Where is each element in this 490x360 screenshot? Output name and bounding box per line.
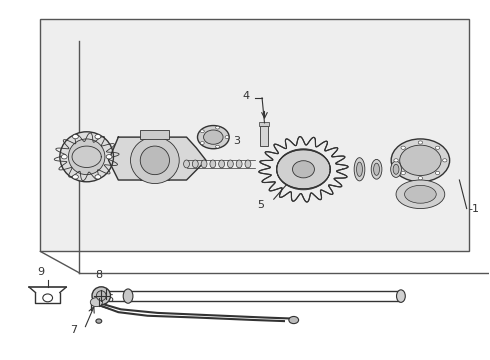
- Ellipse shape: [293, 161, 315, 178]
- Ellipse shape: [123, 289, 133, 303]
- Ellipse shape: [405, 185, 436, 203]
- Ellipse shape: [43, 294, 52, 302]
- Text: 2: 2: [59, 159, 66, 169]
- Text: 8: 8: [95, 270, 102, 280]
- Text: 7: 7: [70, 325, 77, 335]
- Bar: [140, 171, 170, 180]
- Ellipse shape: [357, 162, 363, 176]
- Ellipse shape: [216, 126, 220, 129]
- Ellipse shape: [227, 160, 233, 168]
- Ellipse shape: [354, 158, 365, 181]
- Ellipse shape: [95, 135, 101, 139]
- Ellipse shape: [219, 160, 224, 168]
- Ellipse shape: [193, 160, 198, 168]
- Ellipse shape: [200, 141, 204, 144]
- Ellipse shape: [184, 160, 190, 168]
- Ellipse shape: [436, 146, 440, 149]
- Text: 9: 9: [37, 267, 44, 277]
- Ellipse shape: [106, 155, 112, 159]
- Ellipse shape: [236, 160, 242, 168]
- Ellipse shape: [65, 139, 84, 175]
- Ellipse shape: [200, 130, 204, 133]
- Ellipse shape: [90, 298, 102, 307]
- Polygon shape: [109, 137, 206, 180]
- FancyBboxPatch shape: [40, 19, 469, 251]
- Ellipse shape: [391, 161, 401, 177]
- Text: 6: 6: [106, 294, 113, 303]
- Ellipse shape: [394, 159, 398, 162]
- Ellipse shape: [245, 160, 251, 168]
- Ellipse shape: [210, 160, 216, 168]
- Ellipse shape: [374, 163, 379, 175]
- Text: -1: -1: [468, 203, 479, 213]
- Bar: [140, 130, 170, 139]
- Ellipse shape: [436, 171, 440, 175]
- Ellipse shape: [92, 287, 111, 305]
- Ellipse shape: [371, 159, 382, 179]
- Ellipse shape: [396, 290, 405, 302]
- Ellipse shape: [289, 316, 298, 324]
- Ellipse shape: [277, 149, 330, 190]
- Ellipse shape: [400, 145, 441, 176]
- Ellipse shape: [216, 145, 220, 148]
- Ellipse shape: [140, 146, 170, 175]
- Ellipse shape: [401, 146, 405, 149]
- Text: 4: 4: [243, 91, 250, 101]
- Ellipse shape: [418, 141, 422, 144]
- Ellipse shape: [225, 136, 229, 139]
- Ellipse shape: [393, 164, 399, 174]
- Bar: [259, 122, 270, 126]
- Ellipse shape: [97, 291, 106, 301]
- Ellipse shape: [396, 180, 445, 208]
- Ellipse shape: [73, 135, 78, 139]
- Ellipse shape: [442, 159, 447, 162]
- Ellipse shape: [61, 155, 67, 159]
- Ellipse shape: [391, 139, 450, 182]
- Ellipse shape: [130, 137, 179, 184]
- Text: 3: 3: [233, 136, 240, 146]
- Ellipse shape: [203, 130, 223, 144]
- Ellipse shape: [95, 175, 101, 179]
- Ellipse shape: [201, 160, 207, 168]
- Ellipse shape: [401, 171, 405, 175]
- Text: 5: 5: [257, 200, 265, 210]
- Ellipse shape: [69, 139, 105, 175]
- Ellipse shape: [418, 177, 422, 180]
- Ellipse shape: [96, 319, 102, 323]
- Bar: [260, 126, 269, 146]
- Ellipse shape: [60, 132, 114, 182]
- Ellipse shape: [197, 126, 229, 149]
- Ellipse shape: [73, 175, 78, 179]
